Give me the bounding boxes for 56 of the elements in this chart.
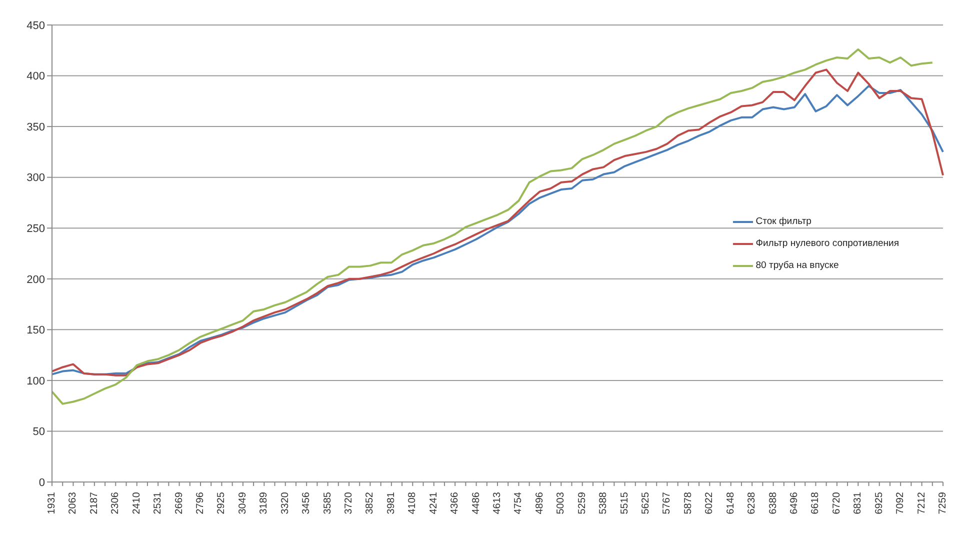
x-tick-label: 5878	[682, 492, 694, 514]
x-tick-label: 3049	[237, 492, 248, 514]
x-tick-label: 5003	[556, 492, 567, 514]
x-tick-label: 4366	[450, 492, 461, 514]
x-tick-label: 6022	[704, 492, 716, 514]
x-tick-label: 4241	[428, 492, 440, 514]
x-tick-label: 5625	[640, 492, 652, 514]
y-tick-label: 250	[26, 223, 45, 236]
x-tick-label: 4108	[407, 492, 418, 514]
x-tick-label: 1931	[46, 492, 58, 514]
x-tick-label: 2531	[152, 492, 164, 514]
x-tick-label: 6388	[768, 492, 779, 514]
x-tick-label: 6238	[746, 492, 758, 514]
y-tick-label: 400	[26, 70, 45, 83]
x-tick-label: 4613	[492, 492, 503, 514]
x-tick-label: 3852	[364, 492, 376, 514]
legend-label: 80 труба на впуске	[756, 258, 839, 272]
x-tick-label: 5388	[598, 492, 610, 514]
x-tick-label: 5767	[662, 492, 673, 514]
x-tick-label: 2925	[216, 492, 228, 514]
x-tick-label: 7212	[916, 492, 928, 514]
x-tick-label: 2063	[68, 492, 79, 514]
x-tick-label: 7259	[938, 492, 948, 514]
y-tick-label: 350	[26, 121, 45, 134]
x-tick-label: 3189	[258, 492, 270, 514]
x-tick-label: 5259	[576, 492, 588, 514]
x-tick-label: 7092	[895, 492, 906, 514]
x-tick-label: 6148	[725, 492, 736, 514]
x-tick-label: 6496	[789, 492, 800, 514]
x-tick-label: 3981	[386, 492, 397, 514]
y-tick-label: 200	[26, 274, 45, 286]
legend-label: Сток фильтр	[756, 214, 812, 228]
legend-label: Фильтр нулевого сопротивления	[756, 236, 899, 250]
x-tick-label: 3456	[301, 492, 312, 514]
x-tick-label: 5515	[619, 492, 630, 514]
x-tick-label: 6720	[831, 492, 842, 514]
x-tick-label: 4486	[470, 492, 482, 514]
y-tick-label: 0	[38, 476, 45, 489]
y-tick-label: 450	[26, 20, 45, 32]
x-tick-label: 2187	[88, 492, 100, 514]
x-tick-label: 3585	[322, 492, 334, 514]
x-tick-label: 2796	[195, 492, 206, 514]
x-tick-label: 3720	[344, 492, 354, 514]
x-tick-label: 4754	[513, 492, 524, 514]
x-tick-label: 2410	[131, 492, 142, 514]
y-tick-label: 150	[26, 324, 45, 337]
x-tick-label: 2669	[174, 492, 185, 514]
y-tick-label: 300	[26, 172, 45, 184]
x-tick-label: 6831	[852, 492, 864, 514]
x-tick-label: 4896	[534, 492, 546, 514]
y-tick-label: 100	[26, 375, 45, 388]
x-tick-label: 6618	[810, 492, 822, 514]
x-tick-label: 6925	[874, 492, 885, 514]
x-tick-label: 3320	[280, 492, 291, 514]
x-tick-label: 2306	[110, 492, 122, 514]
y-tick-label: 50	[32, 426, 45, 438]
